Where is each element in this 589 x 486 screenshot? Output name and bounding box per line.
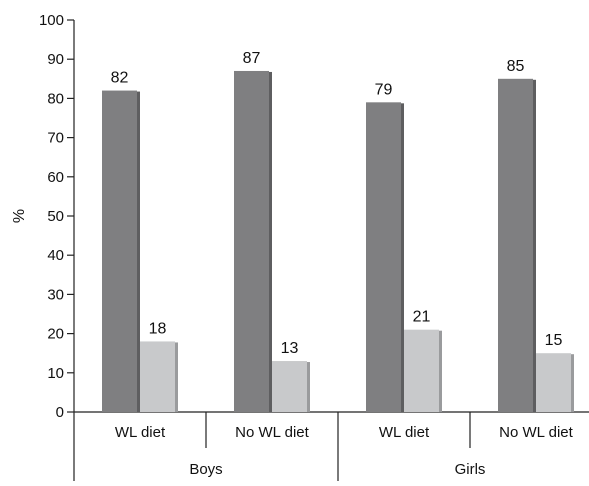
bar-shadow <box>401 103 404 412</box>
data-labels: 82 87 79 85 18 13 21 15 <box>111 50 563 357</box>
x-axis-labels: WL diet No WL diet WL diet No WL diet Boys Gi… <box>115 424 574 478</box>
bar-shadow <box>439 330 442 412</box>
x-category-label: No WL diet <box>235 424 309 441</box>
bar <box>234 70 269 413</box>
bar <box>140 341 175 412</box>
data-label: 79 <box>375 81 393 98</box>
bar-shadow <box>175 342 178 412</box>
bar <box>272 361 307 412</box>
y-tick-label: 0 <box>56 404 64 421</box>
x-category-label: WL diet <box>115 424 166 441</box>
y-axis-ticks: 0 10 20 30 40 50 60 70 80 90 100 <box>39 12 74 421</box>
bars <box>102 70 574 413</box>
bar-shadow <box>307 362 310 412</box>
x-group-label: Girls <box>455 461 486 478</box>
bar <box>498 78 533 413</box>
y-tick-label: 80 <box>47 90 64 107</box>
y-tick-label: 10 <box>47 365 64 382</box>
data-label: 13 <box>281 340 299 357</box>
bar <box>102 90 137 412</box>
data-label: 87 <box>243 50 261 67</box>
y-tick-label: 50 <box>47 208 64 225</box>
y-axis-label: % <box>11 209 28 223</box>
bar-shadow <box>571 354 574 412</box>
y-tick-label: 40 <box>47 247 64 264</box>
y-tick-label: 100 <box>39 12 64 29</box>
bar <box>366 102 401 412</box>
y-tick-label: 90 <box>47 51 64 68</box>
x-group-label: Boys <box>189 461 222 478</box>
bar <box>404 329 439 412</box>
data-label: 85 <box>507 58 525 75</box>
bar-shadow <box>533 79 536 413</box>
x-category-label: WL diet <box>379 424 430 441</box>
y-tick-label: 60 <box>47 169 64 186</box>
x-category-label: No WL diet <box>499 424 573 441</box>
y-tick-label: 70 <box>47 130 64 147</box>
bar-shadow <box>137 91 140 412</box>
bar-shadow <box>269 71 272 413</box>
data-label: 15 <box>545 332 563 349</box>
y-tick-label: 20 <box>47 326 64 343</box>
data-label: 21 <box>413 309 431 326</box>
y-tick-label: 30 <box>47 286 64 303</box>
data-label: 82 <box>111 70 129 87</box>
bar <box>536 353 571 412</box>
data-label: 18 <box>149 320 167 337</box>
